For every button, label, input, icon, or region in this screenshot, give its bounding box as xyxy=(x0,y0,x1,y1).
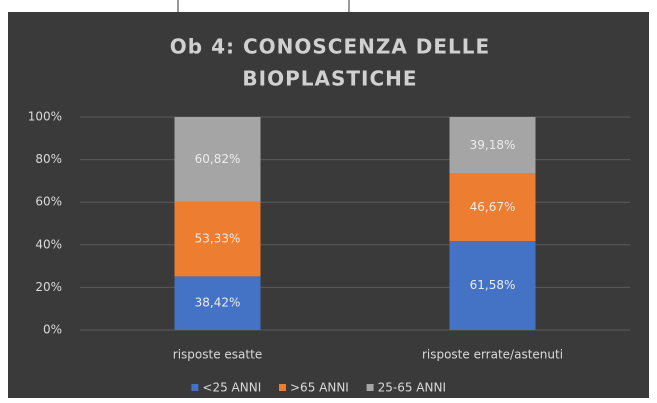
data-label: 46,67% xyxy=(470,200,516,214)
bar-segment xyxy=(449,117,536,174)
chart-title: Ob 4: CONOSCENZA DELLE xyxy=(170,35,490,59)
data-label: 60,82% xyxy=(195,152,241,166)
y-tick-label: 0% xyxy=(43,323,62,337)
data-label: 38,42% xyxy=(195,296,241,310)
y-tick-label: 40% xyxy=(35,237,62,251)
chart-title: BIOPLASTICHE xyxy=(242,67,417,91)
legend-label: 25-65 ANNI xyxy=(378,381,446,395)
legend-swatch xyxy=(279,384,286,391)
legend-swatch xyxy=(191,384,199,391)
chart-background xyxy=(8,12,649,398)
bar-segment xyxy=(174,201,261,277)
x-tick-label: risposte errate/astenuti xyxy=(422,348,563,362)
y-tick-label: 20% xyxy=(35,280,62,294)
legend-label: >65 ANNI xyxy=(290,381,349,395)
bar-segment xyxy=(449,241,536,330)
x-tick-label: risposte esatte xyxy=(173,348,262,362)
y-tick-label: 100% xyxy=(28,110,62,124)
bar-segment xyxy=(174,276,261,330)
bar-segment xyxy=(174,117,261,202)
y-tick-label: 80% xyxy=(35,152,62,166)
bar-segment xyxy=(449,173,536,242)
data-label: 53,33% xyxy=(195,232,241,246)
data-label: 39,18% xyxy=(470,138,516,152)
y-tick-label: 60% xyxy=(35,195,62,209)
legend-swatch xyxy=(366,384,374,391)
data-label: 61,58% xyxy=(470,278,516,292)
legend-label: <25 ANNI xyxy=(202,381,261,395)
